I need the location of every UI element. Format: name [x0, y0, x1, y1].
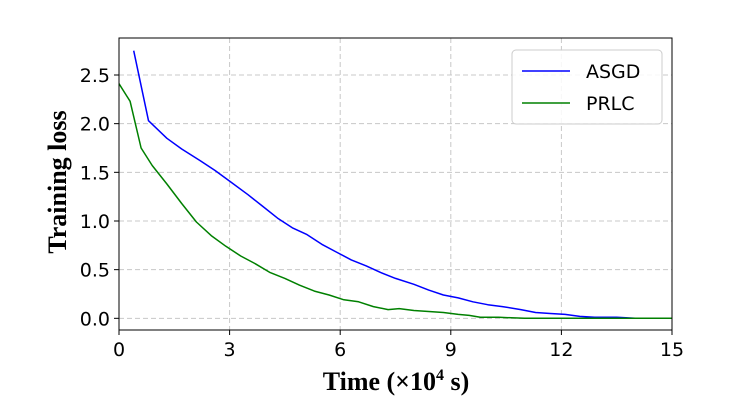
series-line-prlc: [118, 83, 672, 320]
plot-frame: [118, 37, 673, 331]
x-axis-title-exponent: 4: [436, 367, 444, 384]
y-axis-title: Training loss: [43, 110, 72, 253]
legend-box: [511, 49, 663, 125]
x-tick-label: 6: [334, 339, 346, 361]
x-axis-title-suffix: s): [444, 367, 469, 396]
x-tick-label: 0: [113, 339, 125, 361]
x-tick-label: 9: [445, 339, 457, 361]
y-tick-label: 0.5: [80, 260, 110, 282]
x-axis-title: Time (×104 s): [323, 367, 470, 396]
x-axis: 0 3 6 9 12 15: [113, 330, 684, 361]
y-tick-label: 2.0: [80, 114, 110, 136]
x-axis-title-prefix: Time (×10: [323, 367, 436, 396]
legend-label-prlc: PRLC: [586, 93, 635, 115]
y-tick-label: 0.0: [80, 308, 110, 330]
x-tick-label: 12: [549, 339, 573, 361]
y-tick-label: 1.5: [80, 162, 110, 184]
x-tick-label: 15: [660, 339, 684, 361]
y-axis: 0.0 0.5 1.0 1.5 2.0 2.5: [80, 65, 119, 330]
x-tick-label: 3: [224, 339, 236, 361]
y-tick-label: 2.5: [80, 65, 110, 87]
series-layer: [118, 50, 672, 320]
legend-label-asgd: ASGD: [586, 61, 640, 83]
series-line-asgd: [132, 50, 672, 320]
legend: ASGD PRLC: [511, 49, 663, 125]
y-tick-label: 1.0: [80, 211, 110, 233]
